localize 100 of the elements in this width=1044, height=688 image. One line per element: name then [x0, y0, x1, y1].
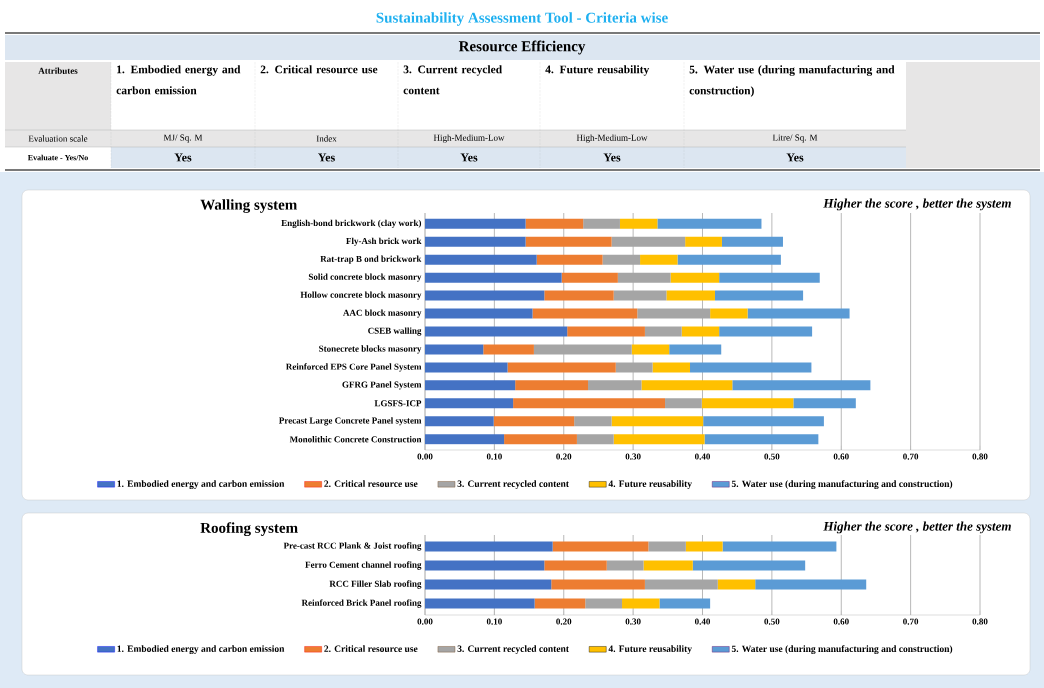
bar	[507, 362, 616, 373]
bar	[602, 254, 641, 265]
x-tick-label: 0.10	[486, 618, 502, 625]
legend-label: 2. Critical resource use	[324, 645, 418, 652]
bar	[425, 236, 526, 247]
bar	[622, 598, 660, 609]
x-tick-label: 0.60	[833, 618, 849, 625]
text: 2. Critical resource use	[260, 65, 378, 74]
bar	[685, 236, 722, 247]
y-tick-label: Reinforced Brick Panel roofing	[301, 599, 422, 608]
bar	[425, 344, 484, 355]
text: MJ/ Sq. M	[163, 134, 203, 143]
y-tick-label: Ferro Cement channel roofing	[305, 561, 422, 570]
bar	[611, 236, 686, 247]
text: Higher the score , better the system	[823, 198, 1011, 211]
bar	[552, 541, 649, 552]
bar	[719, 272, 820, 283]
bar	[643, 560, 693, 571]
bar	[425, 290, 545, 301]
text: High-Medium-Low	[576, 134, 648, 143]
y-tick-label: Fly-Ash brick work	[346, 237, 422, 246]
bar	[534, 598, 586, 609]
bar	[692, 560, 806, 571]
bar	[619, 218, 658, 229]
bar	[710, 308, 748, 319]
text: Yes	[174, 153, 192, 162]
text: Attributes	[38, 67, 78, 74]
text: 5. Water use (during manufacturing and construction)	[689, 65, 895, 97]
bar	[544, 560, 607, 571]
text: High-Medium-Low	[433, 134, 505, 143]
bar	[717, 579, 756, 590]
x-tick-label: 0.50	[764, 618, 780, 625]
text: 3. Current recycled content	[403, 65, 502, 95]
bar	[641, 380, 733, 391]
bar	[513, 398, 666, 409]
bar	[525, 218, 584, 229]
bar	[544, 290, 614, 301]
legend-label: 4. Future reusability	[608, 480, 692, 489]
text: Litre/ Sq. M	[772, 134, 818, 143]
bar	[644, 326, 682, 337]
bar	[561, 272, 618, 283]
bar	[425, 218, 526, 229]
bar	[611, 416, 704, 427]
bar	[677, 254, 781, 265]
bar	[669, 344, 722, 355]
x-tick-label: 0.30	[625, 618, 641, 625]
bar	[606, 560, 644, 571]
bar	[793, 398, 856, 409]
y-tick-label: Solid concrete block masonry	[308, 273, 422, 282]
text: Evaluation scale	[28, 135, 88, 142]
bar	[532, 308, 638, 319]
y-tick-label: English-bond brickwork (clay work)	[281, 219, 422, 228]
text: Walling system	[200, 199, 298, 213]
bar	[615, 362, 653, 373]
bar	[637, 308, 711, 319]
x-tick-label: 0.80	[972, 453, 988, 460]
text: Roofing system	[200, 522, 298, 537]
x-tick-label: 0.40	[694, 618, 711, 625]
y-tick-label: Precast Large Concrete Panel system	[279, 417, 422, 426]
bar	[722, 541, 837, 552]
text: 1. Embodied energy and carbon emission	[116, 65, 241, 95]
legend-label: 5. Water use (during manufacturing and construction)	[731, 480, 953, 489]
bar	[657, 218, 762, 229]
bar	[613, 434, 705, 445]
bar	[588, 380, 642, 391]
text: Higher the score , better the system	[823, 521, 1011, 534]
text: Index	[316, 135, 337, 142]
text: Yes	[318, 153, 335, 162]
bar	[574, 416, 612, 427]
bar	[631, 344, 670, 355]
bar	[425, 579, 552, 590]
x-tick-label: 0.20	[556, 618, 572, 625]
bar	[703, 416, 824, 427]
bar	[583, 218, 620, 229]
bar	[551, 579, 645, 590]
bar	[425, 398, 514, 409]
legend-label: 1. Embodied energy and carbon emission	[117, 480, 285, 489]
x-tick-label: 0.20	[556, 453, 572, 460]
x-tick-label: 0.10	[486, 453, 502, 460]
bar	[483, 344, 534, 355]
bar	[719, 326, 813, 337]
bar	[704, 434, 819, 445]
y-tick-label: GFRG Panel System	[342, 381, 422, 390]
bar	[425, 541, 553, 552]
bar	[665, 398, 702, 409]
bar	[659, 598, 711, 609]
bar	[617, 272, 671, 283]
bar	[425, 434, 505, 445]
y-tick-label: Stonecrete blocks masonry	[319, 345, 422, 354]
bar	[515, 380, 589, 391]
bar	[425, 560, 545, 571]
bar	[640, 254, 678, 265]
bar	[714, 290, 804, 301]
bar	[425, 326, 568, 337]
bar	[425, 380, 516, 391]
bar	[701, 398, 794, 409]
bar	[425, 598, 535, 609]
bar	[755, 579, 867, 590]
x-tick-label: 0.00	[417, 618, 433, 625]
text: Evaluate - Yes/No	[27, 154, 88, 161]
